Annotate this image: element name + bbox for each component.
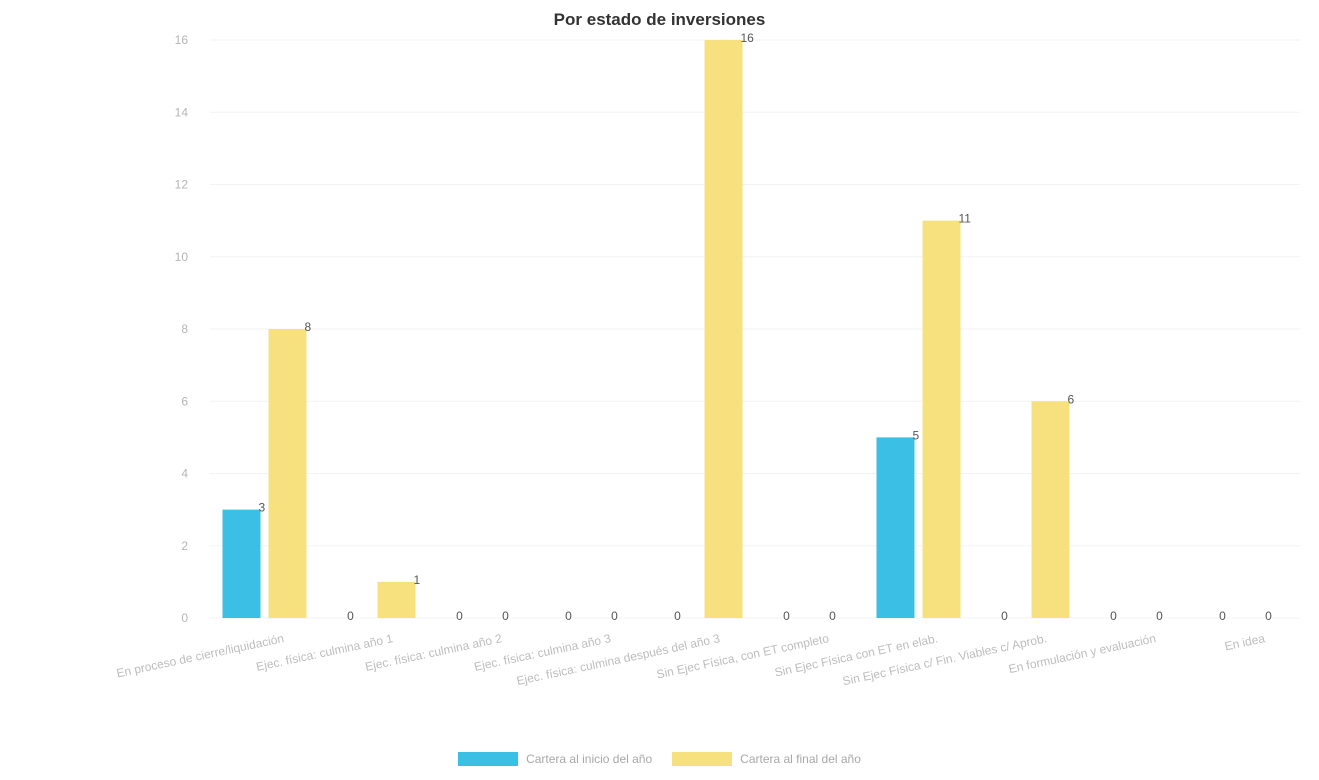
- y-tick-label: 14: [175, 105, 189, 119]
- data-label: 1: [414, 573, 421, 587]
- y-tick-label: 8: [181, 322, 188, 336]
- bar-end: [1031, 401, 1070, 618]
- y-tick-label: 16: [175, 33, 189, 47]
- bar-end: [922, 220, 961, 618]
- x-tick-label: En idea: [1223, 631, 1266, 653]
- data-label: 0: [502, 609, 509, 623]
- legend-swatch-end: [672, 752, 733, 766]
- chart-title: Por estado de inversiones: [553, 10, 766, 29]
- y-tick-label: 12: [175, 178, 189, 192]
- y-tick-label: 6: [181, 394, 188, 408]
- data-label: 0: [611, 609, 618, 623]
- bar-start: [876, 437, 915, 618]
- legend-label-end: Cartera al final del año: [740, 752, 861, 766]
- data-label: 0: [829, 609, 836, 623]
- data-label: 0: [1110, 609, 1117, 623]
- data-label: 0: [565, 609, 572, 623]
- data-label: 5: [913, 428, 920, 442]
- legend-swatch-start: [458, 752, 519, 766]
- data-label: 6: [1068, 392, 1075, 406]
- data-label: 0: [456, 609, 463, 623]
- bar-end: [377, 581, 416, 618]
- legend: Cartera al inicio del año Cartera al fin…: [0, 752, 1319, 766]
- bar-start: [222, 509, 261, 618]
- data-label: 8: [305, 320, 312, 334]
- data-label: 0: [347, 609, 354, 623]
- y-tick-label: 10: [175, 250, 189, 264]
- data-label: 0: [1219, 609, 1226, 623]
- data-label: 0: [1156, 609, 1163, 623]
- data-label: 16: [741, 31, 755, 45]
- bar-end: [704, 40, 743, 618]
- data-label: 0: [783, 609, 790, 623]
- legend-item-end[interactable]: Cartera al final del año: [672, 752, 861, 766]
- data-label: 0: [1001, 609, 1008, 623]
- legend-item-start[interactable]: Cartera al inicio del año: [458, 752, 652, 766]
- y-tick-label: 0: [181, 611, 188, 625]
- y-tick-label: 4: [181, 467, 188, 481]
- data-label: 0: [1265, 609, 1272, 623]
- bar-end: [268, 329, 307, 618]
- data-label: 0: [674, 609, 681, 623]
- legend-label-start: Cartera al inicio del año: [526, 752, 653, 766]
- y-tick-label: 2: [181, 539, 188, 553]
- data-label: 11: [959, 212, 972, 226]
- data-label: 3: [259, 501, 266, 515]
